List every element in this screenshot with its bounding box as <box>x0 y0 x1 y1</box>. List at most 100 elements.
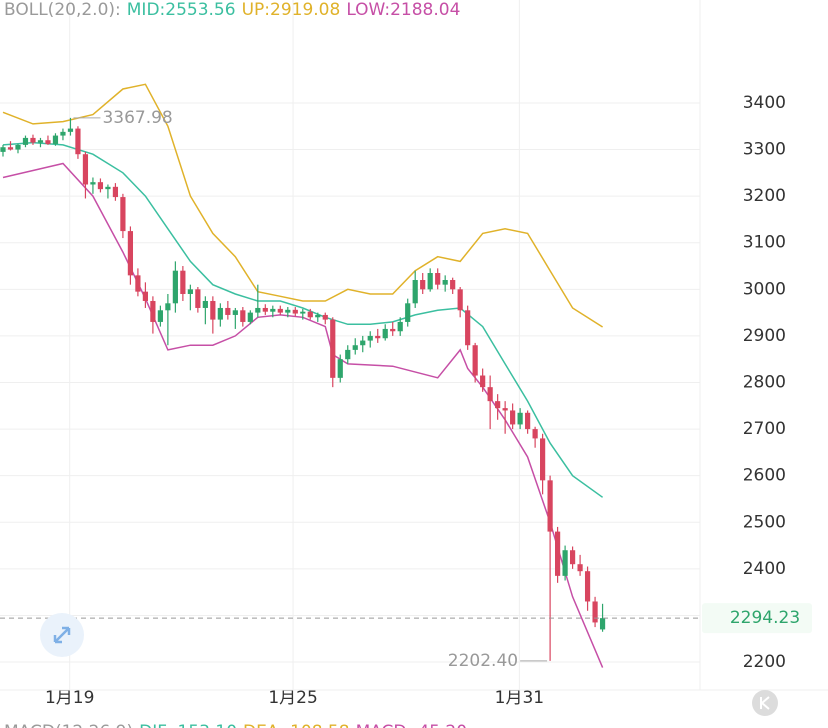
candle-body <box>375 335 381 339</box>
candle-body <box>457 289 463 311</box>
candle-body <box>562 550 568 576</box>
candle-body <box>225 307 231 315</box>
candle-body <box>247 312 253 322</box>
header-legend: BOLL(20,2.0): MID:2553.56 UP:2919.08 LOW:21… <box>4 0 460 20</box>
candle-body <box>540 438 546 481</box>
grid: 2200230024002500260027002800290030003100… <box>0 0 828 708</box>
y-tick-label: 2900 <box>743 326 786 346</box>
footer-item: DIF:-153.10 <box>139 722 237 728</box>
x-tick-label: 1月31 <box>495 688 544 708</box>
candle-body <box>397 321 403 332</box>
candle-body <box>465 310 471 346</box>
candle-body <box>157 310 163 322</box>
y-tick-label: 2700 <box>743 419 786 439</box>
candle-body <box>502 408 508 411</box>
candle-body <box>495 401 501 409</box>
candle-body <box>0 147 6 152</box>
candle-body <box>292 309 298 314</box>
x-tick-label: 1月19 <box>45 688 94 708</box>
scroll-end-button[interactable] <box>752 690 778 716</box>
candle-body <box>337 359 343 378</box>
y-tick-label: 3400 <box>743 93 786 113</box>
candle-body <box>532 429 538 439</box>
y-tick-label: 3200 <box>743 186 786 206</box>
plot <box>0 83 606 668</box>
candle-body <box>210 300 216 320</box>
last-price-box <box>702 603 812 634</box>
header-item: BOLL(20,2.0): <box>4 0 121 20</box>
candle-body <box>262 307 268 312</box>
candle-body <box>412 280 418 304</box>
header-item: MID:2553.56 <box>127 0 236 20</box>
candle-body <box>285 309 291 313</box>
candle-body <box>599 618 606 630</box>
candle-body <box>435 273 441 285</box>
candle-body <box>105 186 111 190</box>
y-tick-label: 2500 <box>743 512 786 532</box>
candle-body <box>60 131 66 136</box>
candle-body <box>142 291 148 301</box>
candle-body <box>45 140 51 144</box>
candle-body <box>15 144 21 150</box>
y-tick-label: 2200 <box>743 652 786 672</box>
footer-item: MACD:-45.20 <box>356 722 468 728</box>
expand-icon <box>53 626 71 644</box>
y-tick-label: 3300 <box>743 140 786 160</box>
candle-body <box>135 275 141 292</box>
candle-body <box>442 280 448 285</box>
candle-body <box>420 280 426 290</box>
candle-body <box>187 289 193 294</box>
y-tick-label: 2600 <box>743 466 786 486</box>
footer-item: MACD(12,26,9) <box>4 722 133 728</box>
boll-line <box>2 83 604 328</box>
candle-body <box>367 335 373 341</box>
candle-body <box>307 311 313 318</box>
y-tick-label: 2800 <box>743 373 786 393</box>
candle-body <box>390 328 396 332</box>
candle-body <box>352 345 358 350</box>
candle-body <box>172 270 178 304</box>
candle-body <box>569 550 576 565</box>
candle-body <box>195 289 201 308</box>
candle-body <box>487 387 493 402</box>
candle-body <box>30 137 36 143</box>
candle-body <box>480 375 486 388</box>
candle-body <box>277 308 283 313</box>
candle-body <box>427 273 433 290</box>
y-tick-label: 3100 <box>743 233 786 253</box>
candle-body <box>315 314 321 318</box>
candle-body <box>150 300 156 322</box>
candle-body <box>22 137 29 145</box>
candle-body <box>330 319 336 378</box>
candle-body <box>517 412 523 425</box>
candle-body <box>180 270 186 294</box>
low-marker-label: 2202.40 <box>448 651 518 671</box>
header-item: UP:2919.08 <box>242 0 341 20</box>
candle-body <box>547 480 553 532</box>
candle-body <box>577 564 583 572</box>
boll-line <box>2 141 604 498</box>
candle-body <box>510 410 516 425</box>
candle-body <box>97 182 104 190</box>
candle-body <box>322 314 328 320</box>
candle-body <box>52 135 59 144</box>
candle-body <box>67 128 74 132</box>
candle-body <box>165 303 171 311</box>
candle-body <box>450 280 456 290</box>
candle-body <box>75 128 81 155</box>
scroll-end-icon <box>760 696 770 710</box>
candle-body <box>592 601 598 623</box>
footer-item: DEA:-108.58 <box>243 722 350 728</box>
candle-body <box>82 154 89 185</box>
y-tick-label: 3000 <box>743 279 786 299</box>
candle-body <box>270 308 276 312</box>
candle-body <box>360 340 366 346</box>
candle-body <box>300 311 306 314</box>
candle-body <box>255 307 261 313</box>
candle-body <box>7 147 14 150</box>
high-marker-label: 3367.98 <box>102 108 172 128</box>
y-tick-label: 2400 <box>743 559 786 579</box>
candle-body <box>127 231 134 276</box>
